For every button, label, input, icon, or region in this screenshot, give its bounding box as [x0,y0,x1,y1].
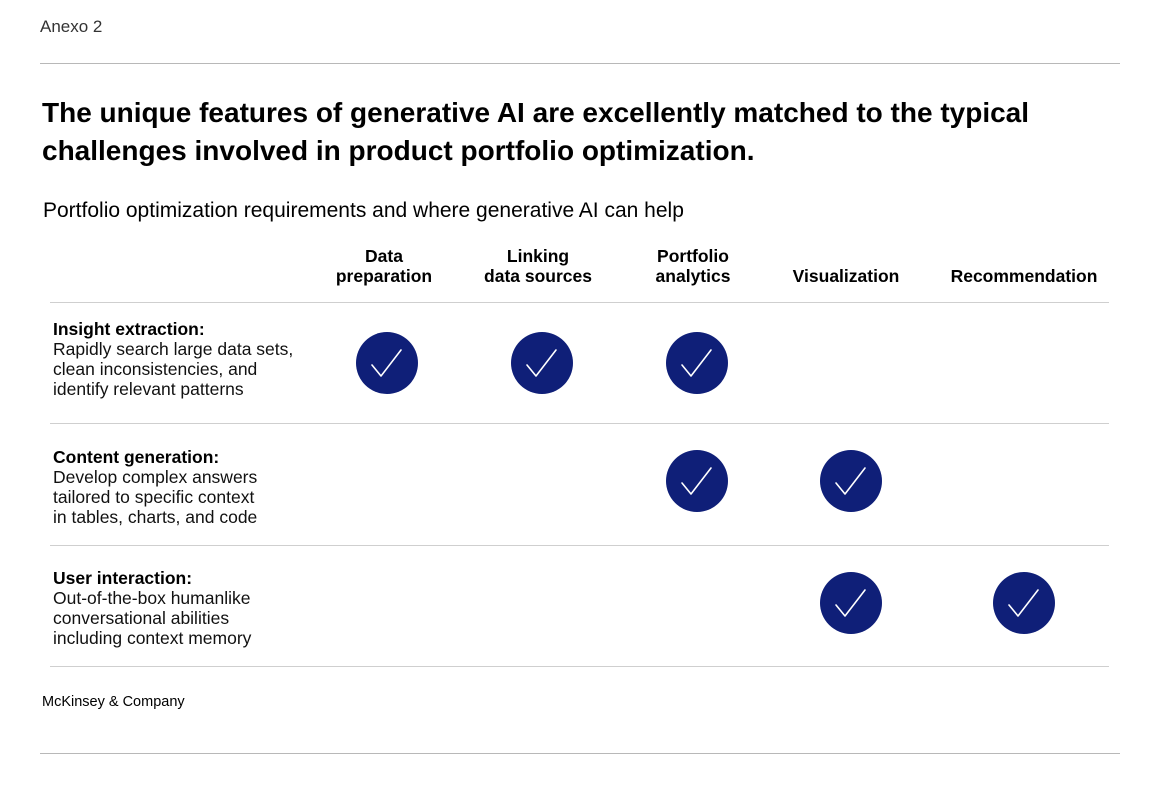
row-divider [50,423,1109,424]
row-description: Out-of-the-box humanlike conversational … [53,588,252,648]
row-title: Insight extraction: [53,319,205,339]
column-header-linking-data-sources: Linking data sources [484,246,592,286]
top-divider [40,63,1120,64]
row-description: Rapidly search large data sets, clean in… [53,339,294,399]
row-description: Develop complex answers tailored to spec… [53,467,258,527]
check-circle-icon [666,332,728,394]
row-divider [50,545,1109,546]
headline: The unique features of generative AI are… [42,97,1030,166]
column-header-recommendation: Recommendation [950,266,1098,286]
check-circle-icon [666,450,728,512]
check-circle-icon [356,332,418,394]
row-insight-extraction: Insight extraction: Rapidly search large… [53,319,323,399]
source-label: McKinsey & Company [42,694,185,710]
check-circle-icon [820,572,882,634]
check-circle-icon [511,332,573,394]
chart-title: Portfolio optimization requirements and … [43,199,684,222]
row-content-generation: Content generation: Develop complex answ… [53,447,323,527]
row-divider [50,302,1109,303]
bottom-divider [40,753,1120,754]
column-header-visualization: Visualization [792,266,900,286]
check-circle-icon [820,450,882,512]
exhibit-label: Anexo 2 [40,17,103,36]
row-title: User interaction: [53,568,193,588]
row-divider [50,666,1109,667]
column-header-data-preparation: Data preparation [335,246,433,286]
column-header-portfolio-analytics: Portfolio analytics [655,246,731,286]
row-title: Content generation: [53,447,220,467]
row-user-interaction: User interaction: Out-of-the-box humanli… [53,568,323,648]
check-circle-icon [993,572,1055,634]
